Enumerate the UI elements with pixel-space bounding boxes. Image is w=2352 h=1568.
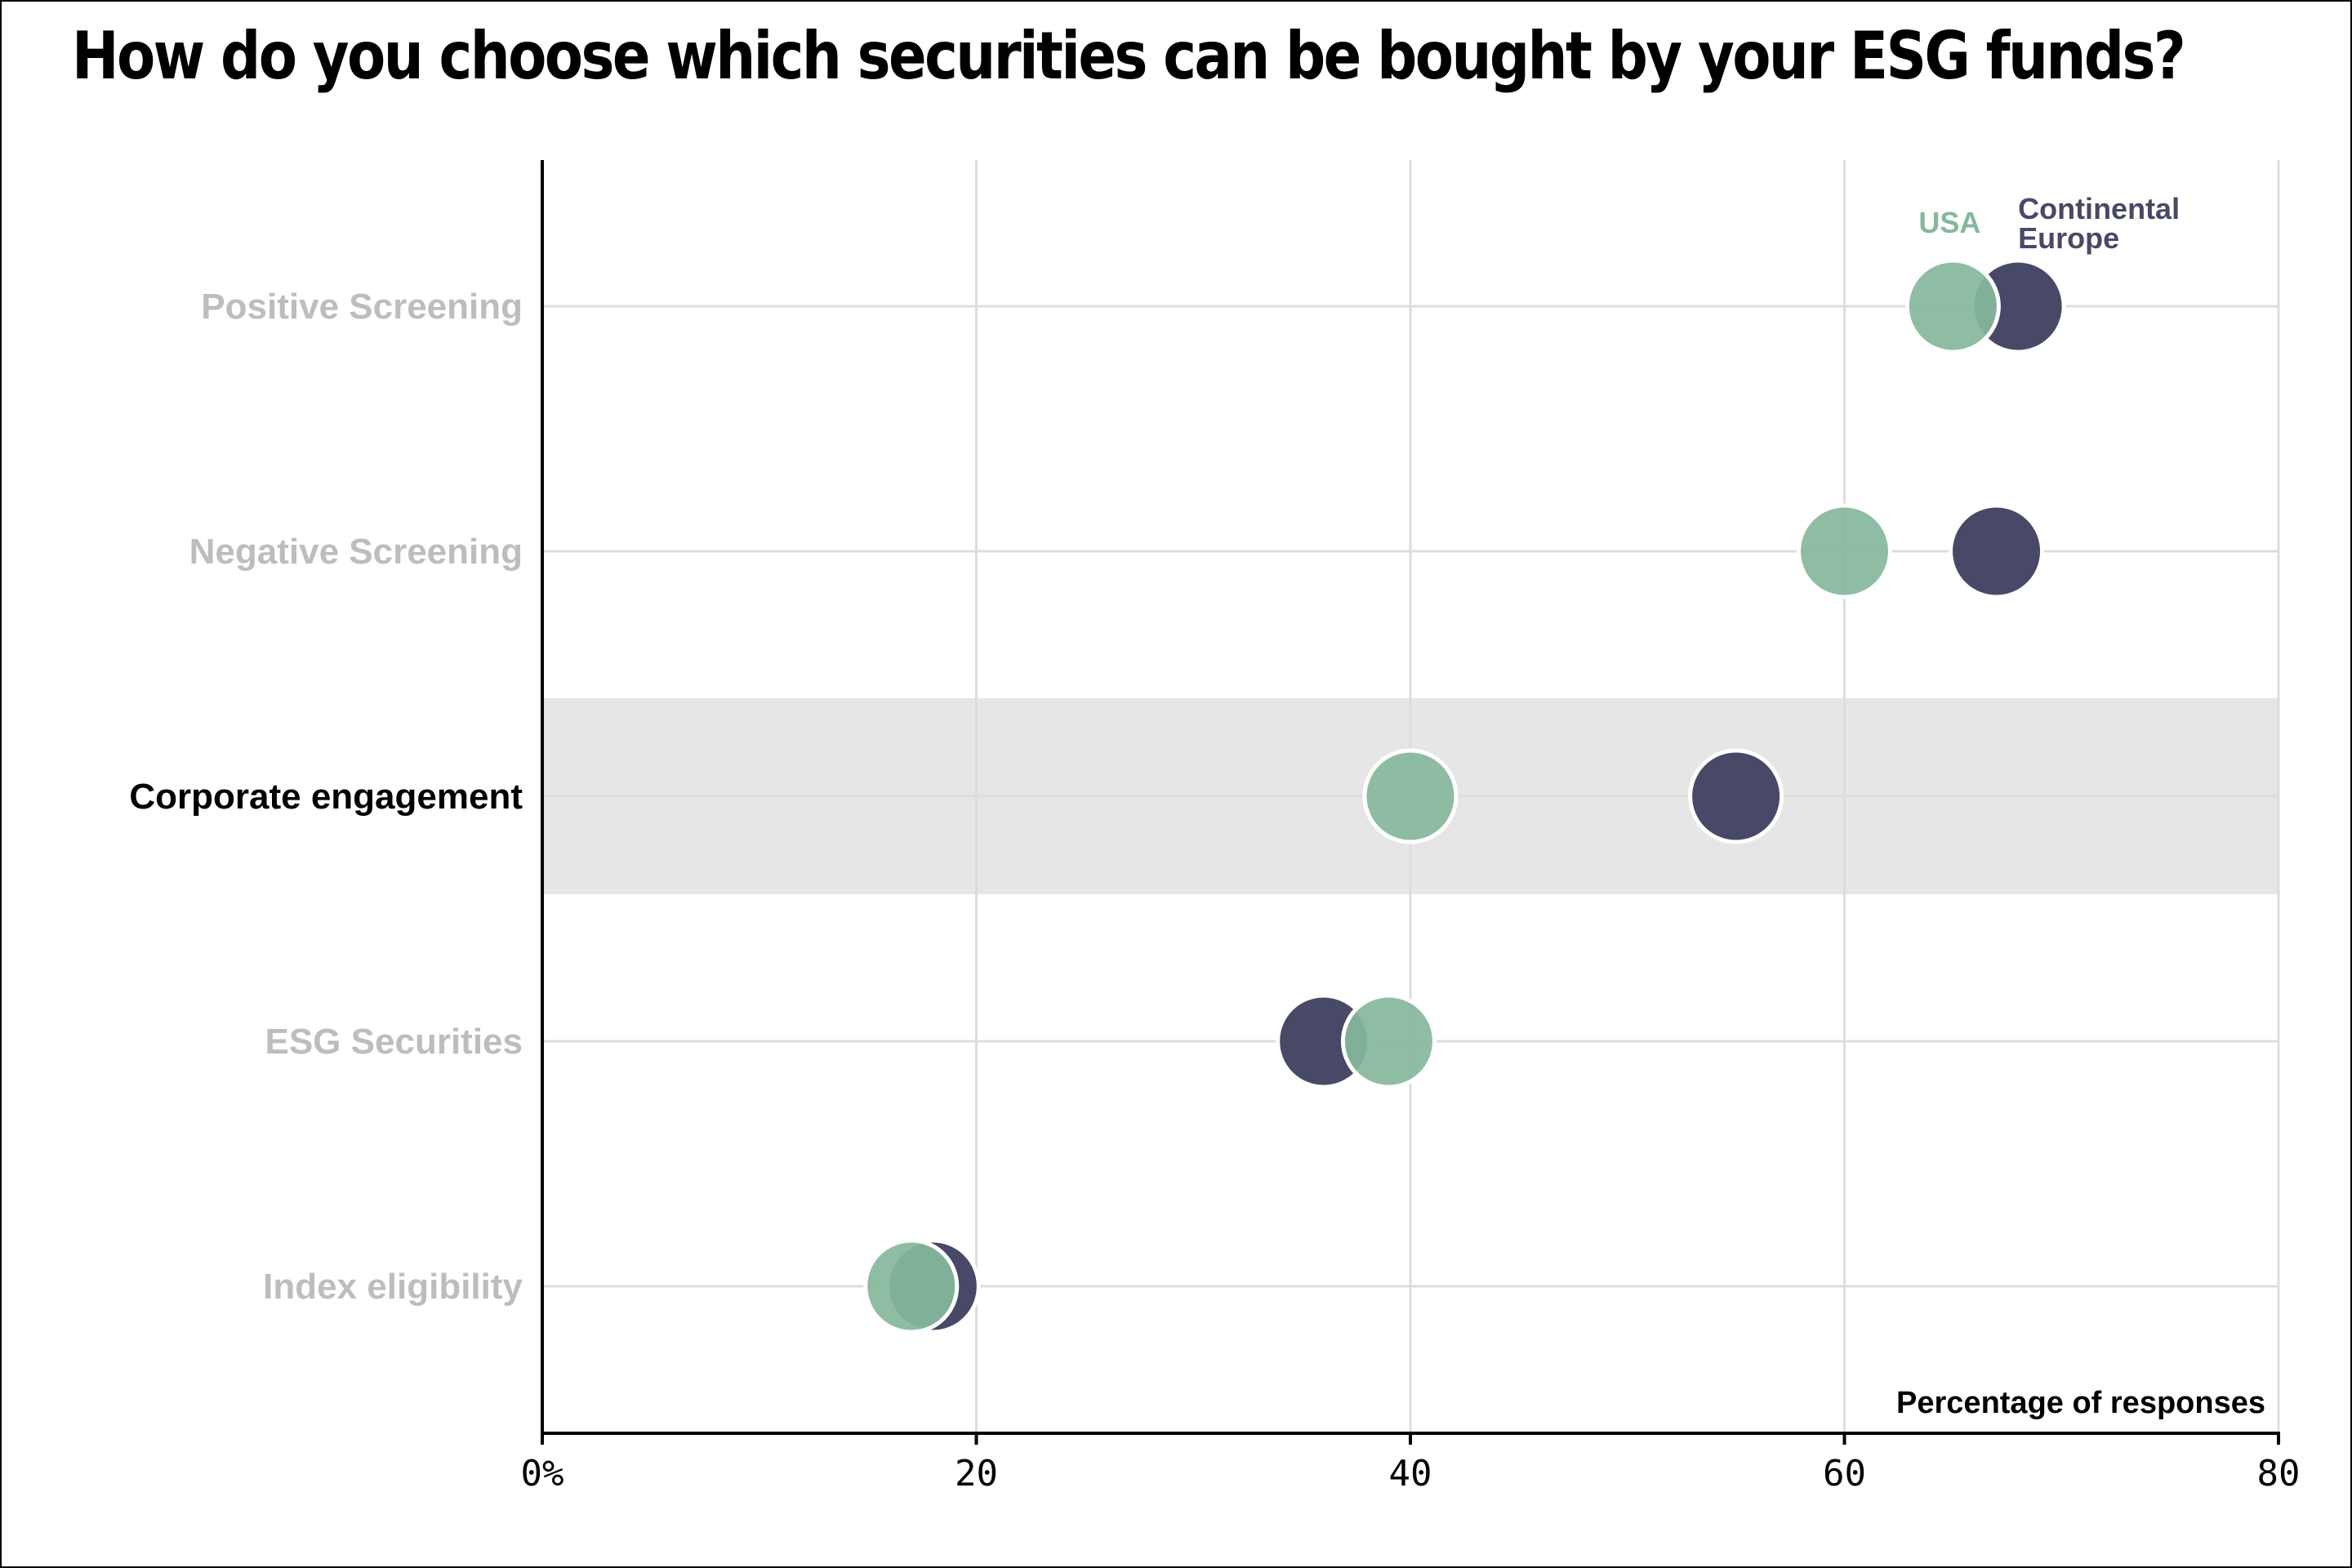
- data-point-continental-europe: [1688, 748, 1784, 844]
- data-point-usa: [1362, 748, 1459, 844]
- axis-layer: 0% 20 40 60 80 Percentage of responses: [521, 160, 2301, 1494]
- data-point-layer: [863, 258, 2066, 1334]
- category-label: Corporate engagement: [129, 777, 523, 817]
- x-tick-label: 40: [1389, 1453, 1432, 1494]
- x-tick-label: 20: [955, 1453, 998, 1494]
- legend-label-usa: USA: [1918, 206, 1980, 239]
- x-tick-label: 0%: [521, 1453, 564, 1494]
- category-label: Index eligibility: [263, 1267, 523, 1307]
- category-label: Positive Screening: [201, 287, 523, 327]
- grid-layer: [542, 160, 2280, 1433]
- x-axis-title: Percentage of responses: [1896, 1386, 2265, 1420]
- x-tick-label: 60: [1823, 1453, 1866, 1494]
- x-tick-label: 80: [2257, 1453, 2301, 1494]
- category-label: Negative Screening: [189, 532, 523, 572]
- data-point-usa: [863, 1238, 960, 1334]
- data-point-usa: [1340, 993, 1437, 1089]
- legend-label-continental-europe: Europe: [2018, 221, 2119, 255]
- category-label-layer: Positive Screening Negative Screening Corp…: [129, 287, 523, 1307]
- legend-label-continental-europe: Continental: [2018, 192, 2180, 225]
- data-point-continental-europe: [1949, 503, 2045, 599]
- category-label: ESG Securities: [265, 1022, 523, 1062]
- chart-title: How do you choose which securities can b…: [72, 18, 2186, 94]
- data-point-usa: [1797, 503, 1892, 599]
- data-point-usa: [1904, 258, 2001, 354]
